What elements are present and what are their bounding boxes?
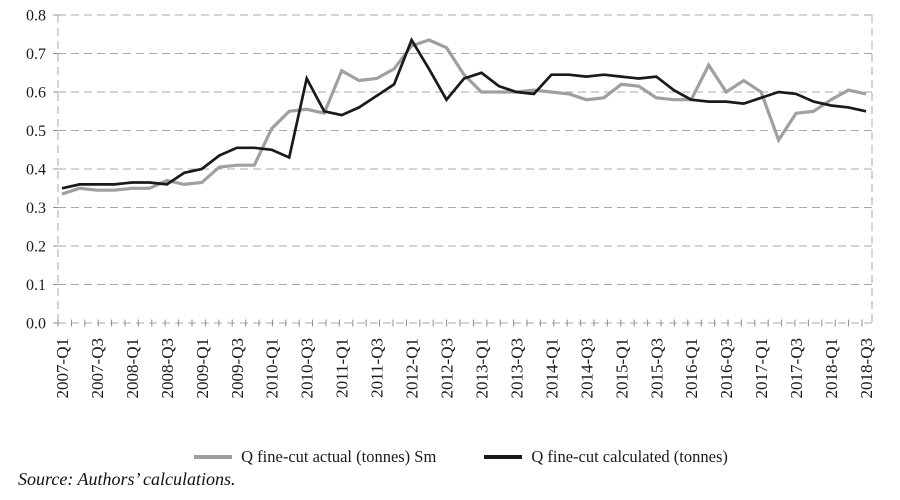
x-axis-label: 2009-Q1	[193, 338, 212, 398]
y-axis-label: 0.0	[26, 316, 46, 333]
x-axis-label: 2013-Q1	[472, 338, 491, 398]
x-axis-label: 2015-Q1	[612, 338, 631, 398]
x-axis-label: 2009-Q3	[228, 338, 247, 398]
legend-item-calculated: Q fine-cut calculated (tonnes)	[484, 447, 728, 467]
series-line-actual	[61, 38, 867, 196]
line-chart-plot: 0.0 0.1 0.2 0.3 0.4 0.5 0.6 0.7 0.8 2007-Q1 2007-Q…	[26, 8, 876, 399]
series-line-calculated	[61, 36, 867, 190]
x-axis-label: 2011-Q1	[333, 338, 352, 398]
x-axis-label: 2010-Q3	[298, 338, 317, 398]
y-axis-label: 0.8	[26, 8, 46, 25]
y-axis-label: 0.7	[26, 46, 46, 63]
x-axis-label: 2012-Q1	[403, 338, 422, 398]
y-axis-label: 0.3	[26, 200, 46, 217]
x-axis-label: 2015-Q3	[647, 338, 666, 398]
x-axis-label: 2007-Q3	[88, 338, 107, 398]
x-axis-label: 2008-Q1	[123, 338, 142, 398]
x-axis-label: 2014-Q1	[542, 338, 561, 398]
legend-swatch-actual-line	[194, 455, 233, 459]
x-axis-label: 2011-Q3	[368, 338, 387, 398]
x-axis-label: 2018-Q3	[857, 338, 876, 398]
x-axis-label: 2007-Q1	[53, 338, 72, 398]
x-axis-label: 2010-Q1	[263, 338, 282, 398]
legend-label-calculated: Q fine-cut calculated (tonnes)	[531, 447, 728, 466]
source-note: Source: Authors’ calculations.	[18, 469, 236, 489]
x-axis-label: 2016-Q3	[717, 338, 736, 398]
legend-label-actual: Q fine-cut actual (tonnes) Sm	[241, 447, 437, 466]
chart-legend: Q fine-cut actual (tonnes) Sm Q fine-cut…	[0, 444, 900, 470]
y-axis-label: 0.6	[26, 85, 46, 102]
y-axis-label: 0.2	[26, 239, 46, 256]
x-axis-label: 2017-Q1	[752, 338, 771, 398]
x-axis-label: 2018-Q1	[822, 338, 841, 398]
y-axis-label: 0.1	[26, 277, 46, 294]
x-axis-label: 2008-Q3	[158, 338, 177, 398]
x-axis-label: 2014-Q3	[577, 338, 596, 398]
x-axis-label: 2017-Q3	[787, 338, 806, 398]
legend-item-actual: Q fine-cut actual (tonnes) Sm	[194, 447, 436, 467]
y-axis-label: 0.4	[26, 162, 46, 179]
x-axis-label: 2016-Q1	[682, 338, 701, 398]
legend-swatch-calculated-line	[484, 455, 523, 459]
y-axis-label: 0.5	[26, 123, 46, 140]
x-axis-label: 2013-Q3	[507, 338, 526, 398]
x-axis-label: 2012-Q3	[438, 338, 457, 398]
